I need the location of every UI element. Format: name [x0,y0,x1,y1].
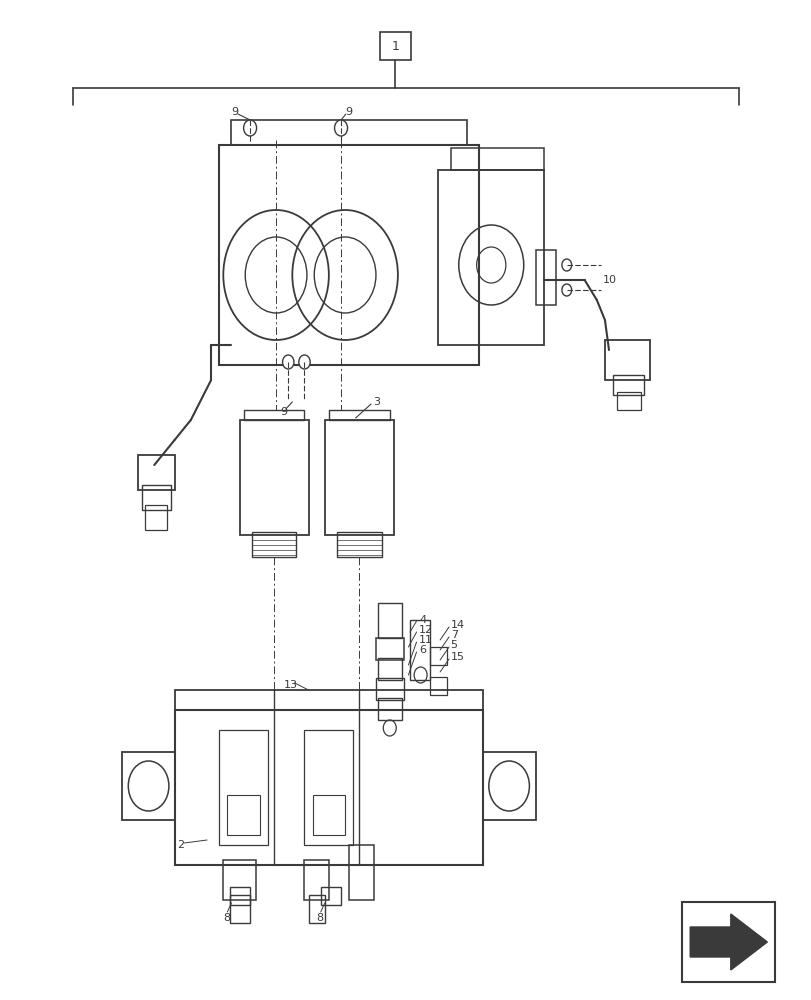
Text: 8: 8 [223,913,230,923]
Bar [312,795,345,835]
Bar [450,148,543,170]
Text: 9: 9 [231,107,238,117]
Bar [604,340,649,380]
Bar [380,32,410,60]
Bar [174,710,483,865]
Text: 7: 7 [450,630,457,640]
Bar [144,505,167,530]
Bar [410,620,430,680]
Bar [142,485,170,510]
Bar [304,860,328,900]
Bar [377,658,401,680]
Text: 1: 1 [391,39,399,52]
Bar [616,392,641,410]
Bar [349,845,373,900]
Circle shape [334,120,347,136]
Bar [243,410,304,420]
Bar [219,730,268,845]
Text: 5: 5 [450,640,457,650]
Bar [122,752,174,820]
Bar [320,887,341,905]
Text: 9: 9 [345,107,352,117]
Bar [230,895,250,923]
Bar [227,795,260,835]
Bar [138,455,174,490]
Bar [483,752,535,820]
Text: 8: 8 [316,913,324,923]
Bar [438,170,543,345]
Text: 12: 12 [418,625,432,635]
Bar [612,375,643,395]
Bar [239,420,308,535]
Bar [328,410,389,420]
Bar [223,860,255,900]
Bar [230,887,250,905]
Text: 11: 11 [418,635,432,645]
Bar [304,730,353,845]
Bar [430,647,446,665]
Circle shape [298,355,310,369]
Bar [430,677,446,695]
Bar [219,145,478,365]
Text: 10: 10 [602,275,616,285]
Text: 6: 6 [418,645,426,655]
Bar [377,698,401,720]
Bar [251,532,296,557]
Bar [375,638,404,660]
Bar [337,532,381,557]
Bar [535,250,556,305]
Bar [375,678,403,700]
Text: 4: 4 [418,615,426,625]
Text: 3: 3 [373,397,380,407]
Circle shape [561,284,571,296]
Polygon shape [689,914,766,970]
Text: 2: 2 [177,840,184,850]
Bar [324,420,393,535]
Text: 15: 15 [450,652,464,662]
Text: 13: 13 [284,680,298,690]
Bar [681,902,775,982]
Bar [231,120,466,145]
Circle shape [243,120,256,136]
Circle shape [282,355,294,369]
Text: 14: 14 [450,620,464,630]
Bar [377,603,401,638]
Bar [174,690,483,710]
Text: 9: 9 [280,407,287,417]
Bar [308,895,324,923]
Circle shape [561,259,571,271]
